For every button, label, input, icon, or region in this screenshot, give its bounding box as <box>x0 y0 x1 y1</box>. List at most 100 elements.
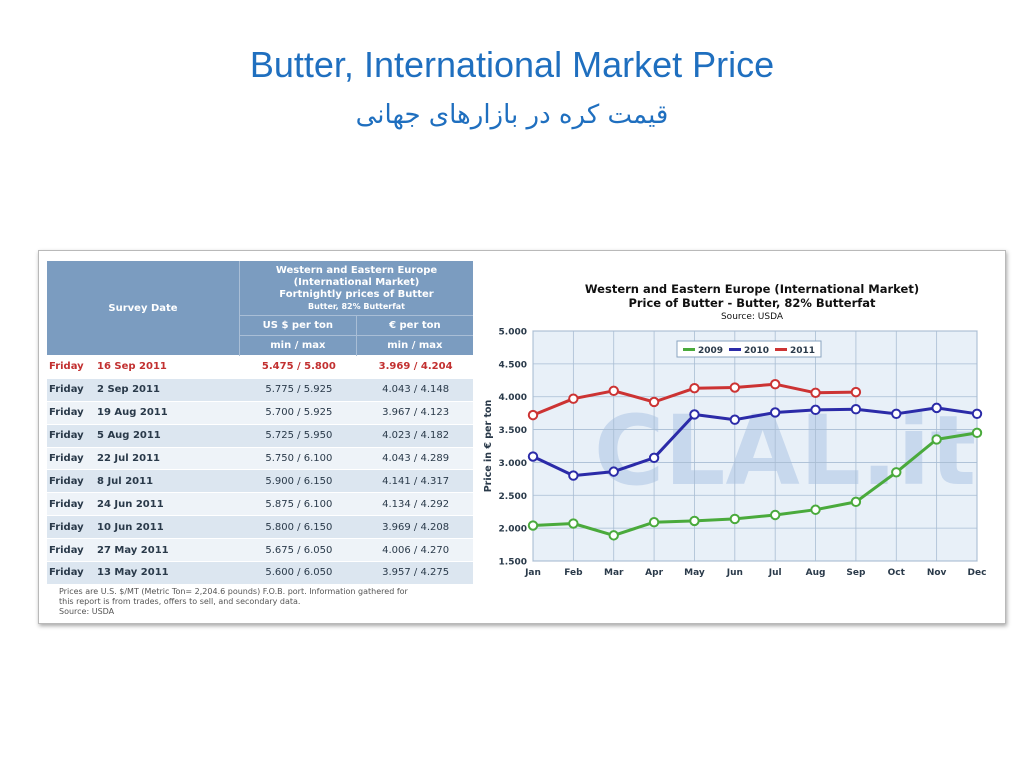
data-point-2010 <box>769 407 781 418</box>
x-tick-label: Jan <box>524 568 541 578</box>
table-row: Friday 10 Jun 2011 5.800 / 6.150 3.969 / … <box>47 515 473 539</box>
x-tick-label: Jul <box>768 568 782 578</box>
price-table: Survey Date Western and Eastern Europe (… <box>47 261 473 584</box>
usd-cell: 5.800 / 6.150 <box>239 515 357 539</box>
x-tick-label: Oct <box>888 568 906 578</box>
x-tick-label: Apr <box>645 568 663 578</box>
date-label: 2 Sep 2011 <box>97 384 160 396</box>
eur-cell: 4.141 / 4.317 <box>356 469 473 493</box>
data-point-2010 <box>527 451 539 462</box>
data-point-2010 <box>729 414 741 425</box>
x-tick-label: Mar <box>604 568 624 578</box>
data-point-2011 <box>608 385 619 397</box>
y-tick-label: 4.000 <box>499 393 527 403</box>
data-point-2009 <box>891 467 902 478</box>
eur-cell: 4.043 / 4.289 <box>356 446 473 470</box>
legend-box <box>676 340 822 358</box>
eur-cell: 4.043 / 4.148 <box>356 377 473 402</box>
date-label: 24 Jun 2011 <box>97 498 164 510</box>
y-axis-label: Price in € per ton <box>483 399 494 492</box>
data-point-2009 <box>931 434 942 445</box>
data-point-2009 <box>568 518 579 529</box>
data-point-2009 <box>689 515 700 527</box>
eur-cell: 3.957 / 4.275 <box>356 561 473 584</box>
header-eur-min-max: min / max <box>355 335 473 356</box>
date-label: 27 May 2011 <box>97 544 169 556</box>
survey-date-cell: Friday 22 Jul 2011 <box>47 446 240 470</box>
data-point-2010 <box>891 408 902 420</box>
header-desc-line-2: (International Market) <box>293 277 420 288</box>
usd-cell: 5.900 / 6.150 <box>239 469 357 493</box>
x-tick-label: Jun <box>726 568 743 578</box>
data-point-2010 <box>810 404 821 416</box>
table-row: Friday 27 May 2011 5.675 / 6.050 4.006 / … <box>47 538 473 562</box>
data-point-2010 <box>648 452 660 464</box>
survey-date-cell: Friday 27 May 2011 <box>47 538 240 562</box>
series-line-2009 <box>532 431 978 537</box>
chart-source: Source: USDA <box>721 312 784 322</box>
slide-subtitle: قیمت کره در بازارهای جهانی <box>355 100 669 130</box>
data-point-2010 <box>971 408 983 420</box>
chart-title: Western and Eastern Europe (Internationa… <box>585 282 919 296</box>
header-usd-min-max: min / max <box>239 335 357 356</box>
y-tick-label: 5.000 <box>499 328 527 338</box>
survey-date-cell: Friday 10 Jun 2011 <box>47 515 240 539</box>
usd-cell: 5.725 / 5.950 <box>239 423 357 448</box>
legend-label-2010: 2010 <box>744 346 769 356</box>
data-point-2011 <box>850 386 862 398</box>
data-point-2010 <box>568 470 579 481</box>
data-point-2009 <box>648 517 660 528</box>
watermark-logo: CLAL.it <box>594 395 976 507</box>
survey-date-cell: Friday 16 Sep 2011 <box>47 355 240 379</box>
data-point-2009 <box>608 530 619 541</box>
footnote-line-1: Prices are U.S. $/MT (Metric Ton= 2,204.… <box>59 587 408 596</box>
eur-cell: 4.023 / 4.182 <box>356 423 473 448</box>
table-footnote: Prices are U.S. $/MT (Metric Ton= 2,204.… <box>59 587 479 617</box>
day-label: Friday <box>49 361 84 373</box>
table-row: Friday 16 Sep 2011 5.475 / 5.800 3.969 / … <box>47 355 473 379</box>
eur-cell: 3.969 / 4.208 <box>356 515 473 539</box>
table-row: Friday 2 Sep 2011 5.775 / 5.925 4.043 / 4… <box>47 377 473 402</box>
header-eur-per-ton: € per ton <box>355 315 473 336</box>
usd-cell: 5.700 / 5.925 <box>239 400 357 425</box>
data-point-2011 <box>568 393 579 404</box>
footnote-source: Source: USDA <box>59 607 115 616</box>
table-row: Friday 22 Jul 2011 5.750 / 6.100 4.043 / … <box>47 446 473 470</box>
slide-title: Butter, International Market Price <box>249 44 775 85</box>
y-tick-label: 4.500 <box>499 360 527 370</box>
y-tick-label: 3.500 <box>499 426 527 436</box>
butter-price-line-chart: Western and Eastern Europe (Internationa… <box>483 282 986 578</box>
survey-date-cell: Friday 19 Aug 2011 <box>47 400 240 425</box>
data-point-2011 <box>729 382 741 393</box>
eur-cell: 3.969 / 4.204 <box>356 355 473 379</box>
day-label: Friday <box>49 521 84 533</box>
chart-subtitle: Price of Butter - Butter, 82% Butterfat <box>628 296 876 310</box>
header-survey-date: Survey Date <box>47 261 240 356</box>
day-label: Friday <box>49 567 84 579</box>
date-label: 22 Jul 2011 <box>97 453 160 464</box>
header-desc-line-3: Fortnightly prices of Butter <box>279 289 434 300</box>
data-point-2009 <box>769 509 781 521</box>
x-tick-label: Sep <box>846 568 866 578</box>
survey-date-cell: Friday 24 Jun 2011 <box>47 492 240 516</box>
day-label: Friday <box>49 544 84 556</box>
table-row: Friday 5 Aug 2011 5.725 / 5.950 4.023 / 4… <box>47 423 473 448</box>
data-point-2010 <box>608 466 619 477</box>
usd-cell: 5.600 / 6.050 <box>239 561 357 584</box>
data-point-2010 <box>931 402 942 414</box>
table-row: Friday 8 Jul 2011 5.900 / 6.150 4.141 / 4… <box>47 469 473 493</box>
footnote-line-2: this report is from trades, offers to se… <box>59 597 301 606</box>
x-tick-label: Aug <box>806 568 826 578</box>
eur-cell: 3.967 / 4.123 <box>356 400 473 425</box>
day-label: Friday <box>49 453 84 464</box>
data-point-2009 <box>729 513 741 525</box>
day-label: Friday <box>49 384 84 396</box>
survey-date-cell: Friday 8 Jul 2011 <box>47 469 240 493</box>
x-tick-label: May <box>684 568 705 578</box>
x-tick-label: Feb <box>564 568 583 578</box>
data-point-2011 <box>527 409 539 421</box>
y-tick-label: 2.500 <box>499 492 527 502</box>
y-tick-label: 3.000 <box>499 459 527 469</box>
header-desc-line-1: Western and Eastern Europe <box>275 265 438 276</box>
header-description: Western and Eastern Europe (Internationa… <box>239 261 473 316</box>
